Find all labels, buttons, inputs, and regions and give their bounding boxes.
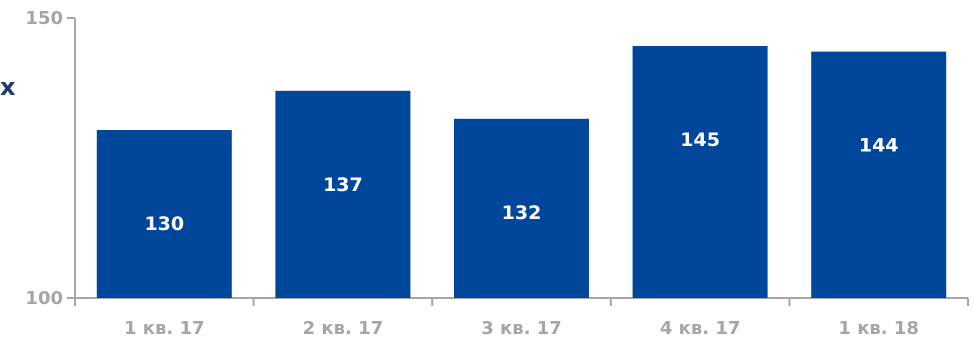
bar: [811, 51, 947, 298]
bar: [632, 46, 768, 298]
y-tick-label: 100: [25, 288, 63, 309]
bar: [96, 130, 232, 298]
x-category-label: 1 кв. 17: [124, 318, 205, 339]
bars-group: [96, 46, 947, 298]
x-category-label: 3 кв. 17: [481, 318, 562, 339]
y-tick-label: 150: [25, 8, 63, 29]
bar: [275, 90, 411, 298]
x-category-label: 1 кв. 18: [838, 318, 919, 339]
side-label: x: [0, 73, 16, 101]
bar-data-label: 137: [323, 174, 363, 196]
bar: [454, 118, 589, 298]
bar-data-label: 144: [859, 135, 899, 157]
x-category-label: 2 кв. 17: [303, 318, 384, 339]
bar-data-label: 132: [502, 202, 542, 224]
bar-data-label: 130: [144, 213, 184, 235]
x-category-label: 4 кв. 17: [660, 318, 741, 339]
labels-group: 100 150 130 1 кв. 17 137 2 кв. 17 132 3 кв. 17 1…: [0, 8, 919, 339]
bar-data-label: 145: [680, 129, 720, 151]
